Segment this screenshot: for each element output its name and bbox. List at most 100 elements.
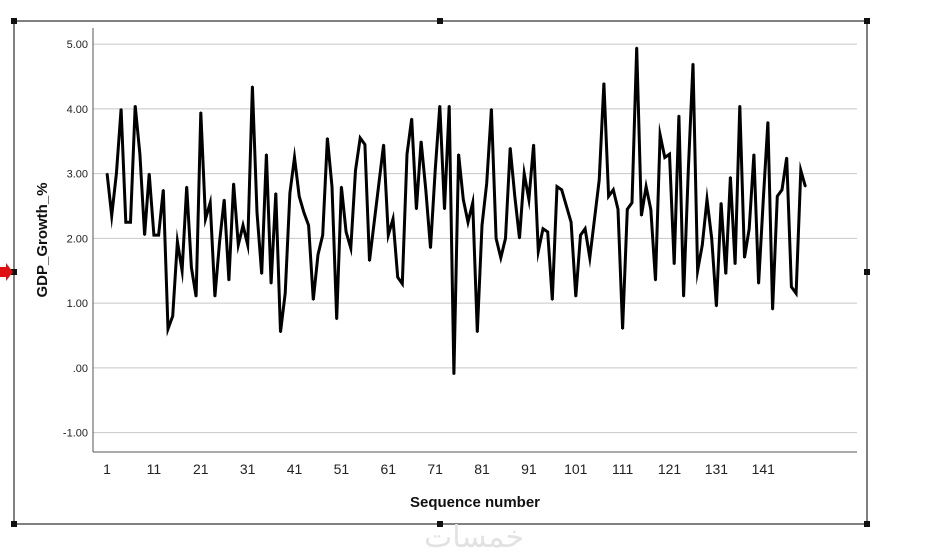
data-point: [115, 172, 118, 175]
data-point: [514, 195, 516, 198]
resize-handle-top-center[interactable]: [437, 18, 443, 24]
y-tick-label: -1.00: [63, 428, 88, 440]
data-point: [743, 257, 746, 259]
data-point: [429, 247, 432, 249]
data-point: [260, 273, 263, 275]
resize-handle-bottom-right[interactable]: [864, 521, 870, 527]
selection-arrow-icon: [0, 263, 13, 281]
resize-handle-top-left[interactable]: [11, 18, 17, 24]
data-point: [331, 185, 333, 188]
chart-selection-frame[interactable]: [13, 20, 868, 525]
data-point: [195, 295, 197, 298]
data-point: [546, 231, 549, 233]
resize-handle-bottom-center[interactable]: [437, 521, 443, 527]
data-point: [415, 208, 418, 211]
data-point: [537, 250, 540, 253]
data-point: [185, 185, 188, 188]
x-tick-label: 51: [334, 461, 350, 477]
data-point: [420, 140, 422, 143]
data-point: [218, 240, 221, 243]
y-tick-label: 2.00: [67, 233, 88, 245]
data-point: [607, 195, 610, 198]
data-point: [725, 273, 727, 275]
data-point: [443, 208, 446, 211]
data-point: [570, 221, 572, 223]
data-point: [382, 143, 385, 146]
x-tick-label: 111: [612, 461, 633, 477]
data-point: [504, 237, 507, 240]
data-point: [462, 198, 465, 201]
data-point: [392, 218, 394, 220]
resize-handle-middle-right[interactable]: [864, 269, 870, 275]
y-axis-title: GDP_Growth_%: [34, 182, 51, 297]
data-point: [729, 176, 732, 178]
data-point: [560, 189, 563, 191]
x-tick-label: 141: [752, 461, 776, 477]
x-tick-labels: 1 11 21 31 41 51 61 71 81 91 101 111 121 131 141: [103, 461, 775, 477]
data-point: [528, 198, 530, 201]
data-point: [734, 263, 736, 266]
x-tick-label: 81: [474, 461, 490, 477]
data-point: [148, 172, 150, 175]
y-tick-label: .00: [73, 363, 88, 375]
data-point: [518, 237, 521, 240]
data-point: [298, 195, 301, 198]
y-tick-label: 1.00: [67, 298, 88, 310]
y-tick-label: 4.00: [67, 104, 88, 116]
data-point: [312, 299, 315, 301]
data-point: [753, 153, 755, 155]
data-point: [692, 62, 694, 65]
data-point: [120, 108, 122, 110]
y-tick-label: 3.00: [67, 169, 88, 181]
data-point: [509, 147, 512, 149]
data-point: [293, 156, 296, 159]
data-point: [448, 104, 451, 107]
data-point: [720, 202, 722, 204]
data-point: [335, 318, 338, 321]
data-point: [368, 260, 371, 262]
data-point: [626, 208, 629, 211]
data-point: [556, 185, 558, 188]
data-point: [176, 240, 179, 243]
data-point: [396, 276, 399, 279]
data-point: [635, 46, 638, 49]
y-tick-labels: 5.00 4.00 3.00 2.00 1.00 .00 -1.00: [63, 39, 88, 439]
data-point: [687, 169, 690, 172]
data-point: [284, 292, 287, 295]
data-point: [579, 234, 582, 236]
data-point: [767, 121, 769, 123]
data-point: [771, 308, 774, 311]
data-point: [706, 198, 708, 201]
data-point: [631, 202, 633, 204]
series-line: [105, 47, 807, 375]
x-axis-title: Sequence number: [410, 494, 540, 511]
data-point: [321, 234, 324, 236]
data-point: [143, 234, 146, 236]
data-point: [406, 153, 408, 155]
resize-handle-bottom-left[interactable]: [11, 521, 17, 527]
resize-handle-top-right[interactable]: [864, 18, 870, 24]
resize-handle-middle-left[interactable]: [11, 269, 17, 275]
data-point: [425, 189, 427, 191]
data-point: [471, 202, 474, 204]
data-point: [401, 282, 404, 285]
data-point: [650, 208, 652, 211]
data-point: [453, 373, 455, 376]
data-point: [682, 295, 685, 298]
data-point: [167, 328, 169, 330]
data-point: [162, 189, 165, 191]
data-point: [129, 221, 132, 223]
data-point: [237, 244, 240, 246]
data-point: [490, 108, 493, 110]
data-point: [153, 234, 155, 236]
data-point: [359, 137, 362, 139]
data-point: [673, 263, 675, 266]
data-point: [654, 279, 657, 282]
x-tick-label: 31: [240, 461, 256, 477]
data-point: [781, 189, 783, 191]
data-point: [542, 227, 544, 230]
data-point: [232, 182, 235, 185]
data-point: [481, 224, 483, 227]
data-point: [340, 185, 343, 188]
